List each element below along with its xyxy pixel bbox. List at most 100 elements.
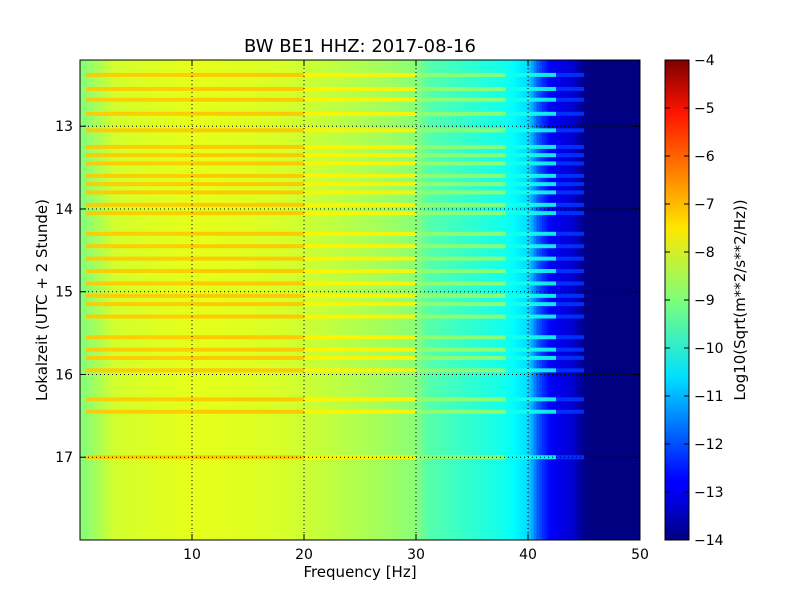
spectrogram-cell xyxy=(248,60,252,540)
spectrogram-band xyxy=(416,269,506,274)
spectrogram-band xyxy=(85,153,192,158)
spectrogram-cell xyxy=(416,60,420,540)
spectrogram-band xyxy=(85,202,192,207)
spectrogram-cell xyxy=(133,60,137,540)
spectrogram-cell xyxy=(259,60,263,540)
spectrogram-cell xyxy=(315,60,319,540)
spectrogram-cell xyxy=(326,60,330,540)
spectrogram-cell xyxy=(194,60,199,540)
spectrogram-band xyxy=(556,97,584,102)
spectrogram-band xyxy=(416,211,506,216)
spectrogram-cell xyxy=(108,60,112,540)
spectrogram-cell xyxy=(626,60,630,540)
spectrogram-cell xyxy=(556,60,560,540)
spectrogram-cell xyxy=(550,60,554,540)
spectrogram-cell xyxy=(206,60,210,540)
spectrogram-band xyxy=(85,231,192,236)
y-tick-label: 16 xyxy=(55,367,73,383)
spectrogram-band xyxy=(505,111,556,116)
colorbar-tick-label: −8 xyxy=(694,245,715,261)
spectrogram-cell xyxy=(351,60,355,540)
spectrogram-cell xyxy=(253,60,257,540)
spectrogram-cell xyxy=(374,60,378,540)
spectrogram-band xyxy=(556,72,584,77)
spectrogram-band xyxy=(416,281,506,286)
spectrogram-cell xyxy=(469,60,473,540)
spectrogram-band xyxy=(416,153,506,158)
spectrogram-cell xyxy=(514,60,518,540)
spectrogram-band xyxy=(192,97,304,102)
spectrogram-band xyxy=(556,293,584,298)
spectrogram-band xyxy=(85,211,192,216)
spectrogram-band xyxy=(304,182,416,187)
spectrogram-cell xyxy=(295,60,299,540)
spectrogram-band xyxy=(85,244,192,249)
spectrogram-cell xyxy=(494,60,498,540)
spectrogram-band xyxy=(192,86,304,91)
spectrogram-band xyxy=(192,211,304,216)
spectrogram-cell xyxy=(441,60,445,540)
colorbar-tick-label: −5 xyxy=(694,101,715,117)
spectrogram-cell xyxy=(430,60,434,540)
spectrogram-cell xyxy=(332,60,336,540)
spectrogram-cell xyxy=(94,60,98,540)
spectrogram-cell xyxy=(511,60,515,540)
spectrogram-cell xyxy=(472,60,476,540)
spectrogram-cell xyxy=(110,60,115,540)
spectrogram-band xyxy=(505,409,556,414)
spectrogram-band xyxy=(505,182,556,187)
spectrogram-cell xyxy=(424,60,428,540)
colorbar-tick-label: −12 xyxy=(694,437,724,453)
spectrogram-band xyxy=(192,244,304,249)
spectrogram-cell xyxy=(250,60,255,540)
spectrogram-cell xyxy=(449,60,453,540)
spectrogram-band xyxy=(556,161,584,166)
spectrogram-cell xyxy=(388,60,392,540)
spectrogram-band xyxy=(85,161,192,166)
spectrogram-cell xyxy=(164,60,168,540)
spectrogram-band xyxy=(304,231,416,236)
plot-frame xyxy=(79,59,641,541)
spectrogram-band xyxy=(556,409,584,414)
spectrogram-band xyxy=(505,173,556,178)
spectrogram-cell xyxy=(172,60,176,540)
spectrogram-cell xyxy=(623,60,627,540)
chart-title: BW BE1 HHZ: 2017-08-16 xyxy=(244,36,476,57)
spectrogram-cell xyxy=(264,60,269,540)
spectrogram-cell xyxy=(561,60,565,540)
spectrogram-band xyxy=(505,355,556,360)
spectrogram-band xyxy=(416,368,506,373)
spectrogram-cell xyxy=(536,60,540,540)
spectrogram-cell xyxy=(231,60,235,540)
spectrogram-band xyxy=(85,281,192,286)
spectrogram-cell xyxy=(186,60,190,540)
spectrogram-cell xyxy=(220,60,224,540)
spectrogram-cell xyxy=(455,60,459,540)
spectrogram-cell xyxy=(276,60,280,540)
spectrogram-band xyxy=(505,244,556,249)
spectrogram-cell xyxy=(628,60,633,540)
spectrogram-cell xyxy=(281,60,285,540)
spectrogram-band xyxy=(85,111,192,116)
spectrogram-band xyxy=(304,314,416,319)
spectrogram-cell xyxy=(631,60,635,540)
spectrogram-cell xyxy=(570,60,574,540)
x-tick-label: 40 xyxy=(519,547,537,563)
spectrogram-band xyxy=(192,144,304,149)
spectrogram-band xyxy=(505,202,556,207)
spectrogram-cell xyxy=(136,60,140,540)
spectrogram-band xyxy=(505,231,556,236)
spectrogram-cell xyxy=(309,60,313,540)
spectrogram-band xyxy=(505,302,556,307)
spectrogram-cell xyxy=(427,60,431,540)
spectrogram-cell xyxy=(497,60,501,540)
spectrogram-cell xyxy=(290,60,294,540)
spectrogram-cell xyxy=(337,60,341,540)
spectrogram-band xyxy=(85,256,192,261)
spectrogram-band xyxy=(556,281,584,286)
spectrogram-cell xyxy=(346,60,350,540)
spectrogram-cell xyxy=(474,60,479,540)
spectrogram-cell xyxy=(273,60,277,540)
spectrogram-cell xyxy=(301,60,305,540)
